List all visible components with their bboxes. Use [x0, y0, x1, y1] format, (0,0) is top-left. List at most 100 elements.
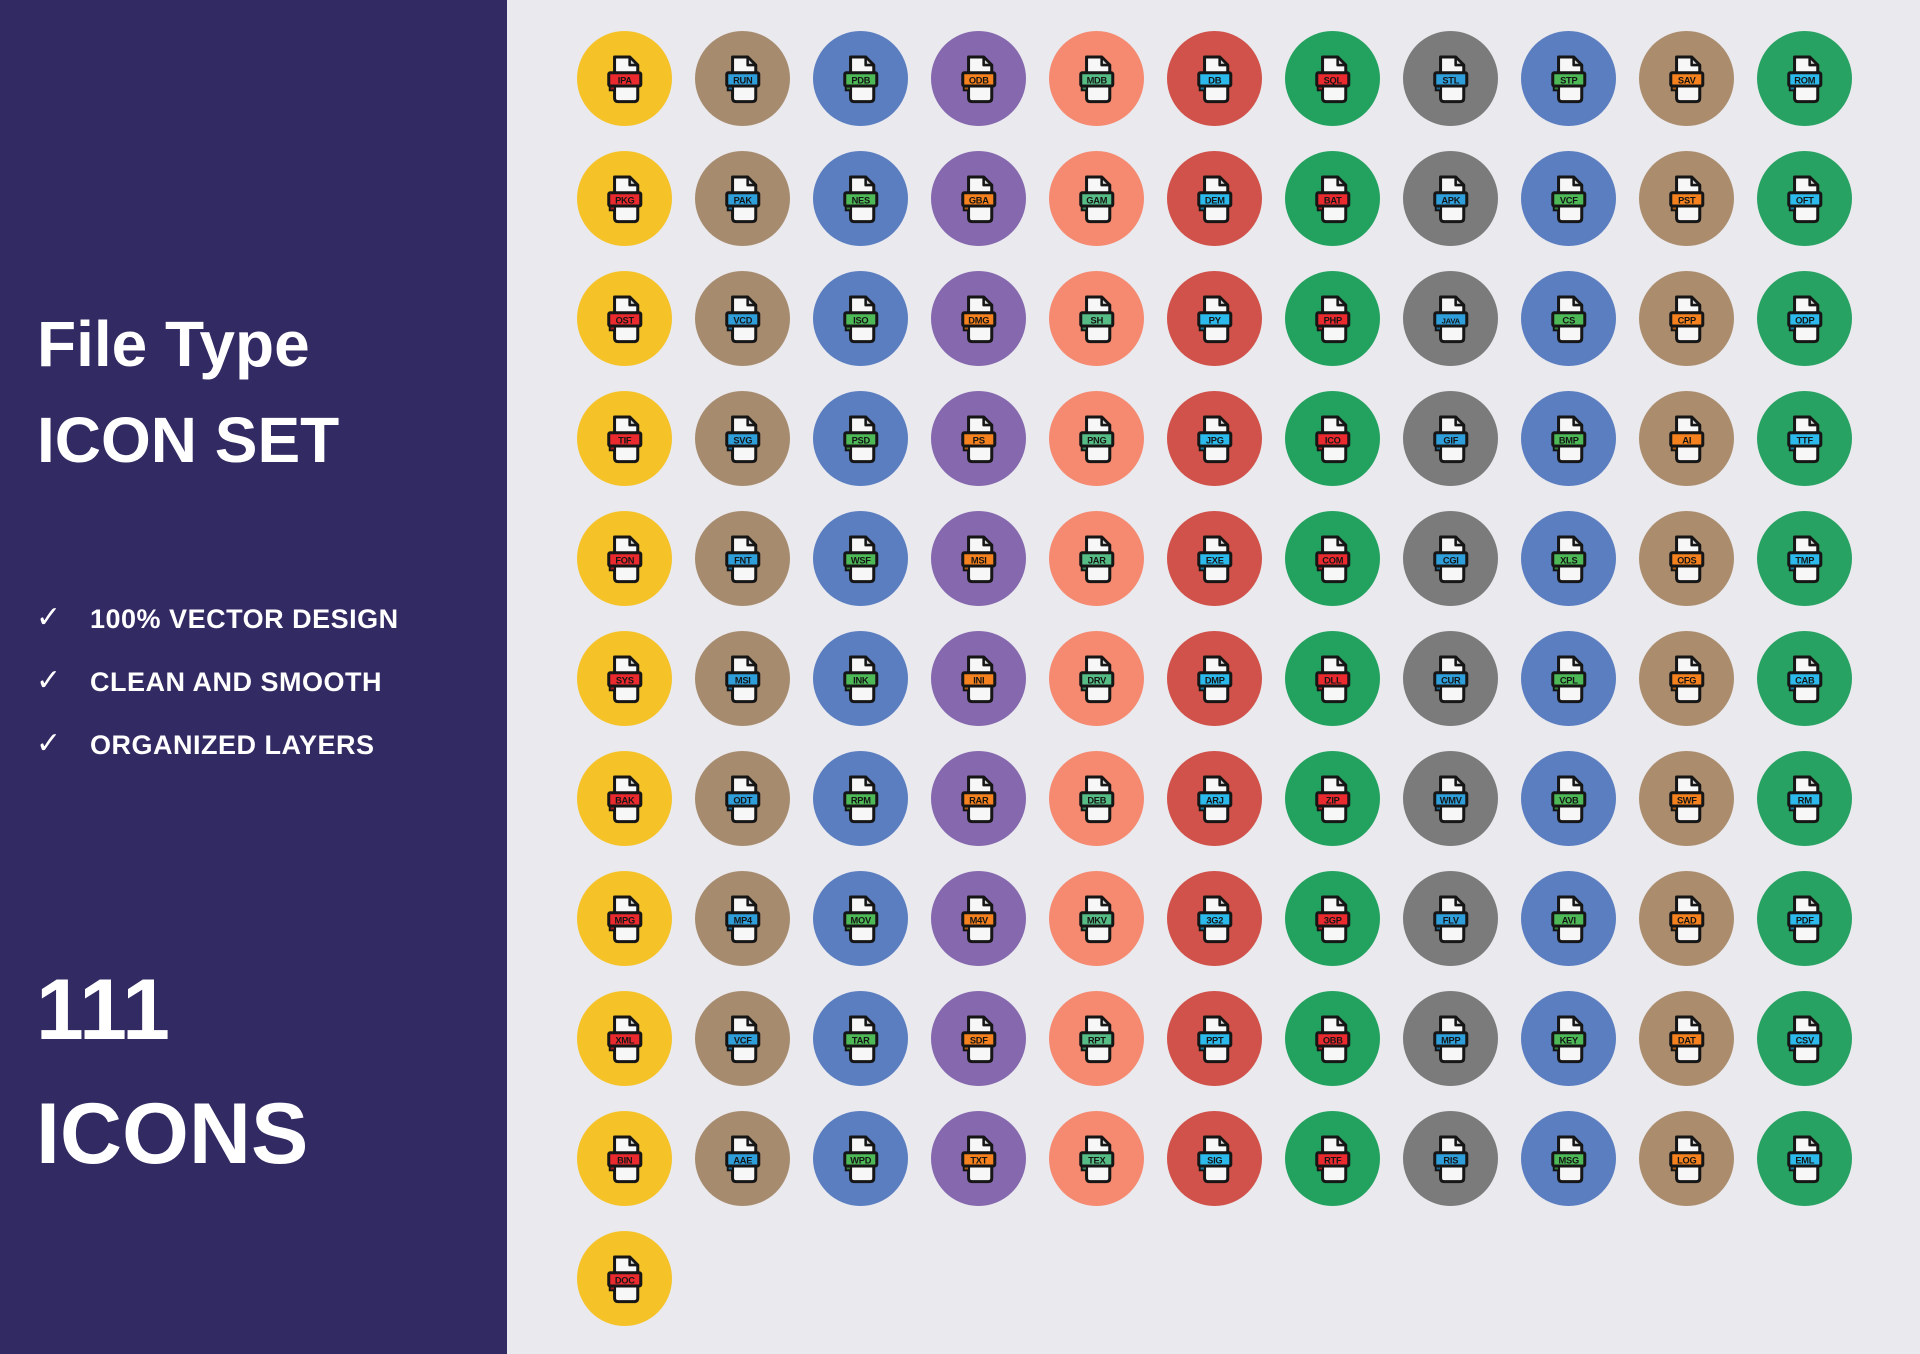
ink-file-icon: INK	[842, 654, 878, 703]
svg-text:DMP: DMP	[1204, 675, 1224, 685]
icon-count: 111 ICONS	[36, 948, 308, 1196]
cur-file-icon: CUR	[1432, 654, 1468, 703]
dmg-file-icon: DMG	[960, 294, 996, 343]
feature-item-vector: ✓ 100% VECTOR DESIGN	[36, 588, 399, 651]
svg-text:DLL: DLL	[1324, 675, 1342, 685]
file-type-icon-mp4: MP4	[695, 871, 790, 966]
file-type-icon-py: PY	[1167, 271, 1262, 366]
png-file-icon: PNG	[1078, 414, 1114, 463]
svg-text:MPG: MPG	[614, 915, 634, 925]
file-type-icon-obb: OBB	[1285, 991, 1380, 1086]
svg-text:BAT: BAT	[1323, 195, 1341, 205]
svg-text:BIN: BIN	[617, 1155, 633, 1165]
file-type-icon-swf: SWF	[1639, 751, 1734, 846]
svg-text:CGI: CGI	[1442, 555, 1458, 565]
file-type-icon-cad: CAD	[1639, 871, 1734, 966]
file-type-icon-rpt: RPT	[1049, 991, 1144, 1086]
file-type-icon-mov: MOV	[813, 871, 908, 966]
file-type-icon-rtf: RTF	[1285, 1111, 1380, 1206]
run-file-icon: RUN	[724, 54, 760, 103]
sh-file-icon: SH	[1078, 294, 1114, 343]
file-type-icon-nes: NES	[813, 151, 908, 246]
svg-text:TAR: TAR	[851, 1035, 869, 1045]
mdb-file-icon: MDB	[1078, 54, 1114, 103]
svg-text:AVI: AVI	[1561, 915, 1575, 925]
svg-text:SWF: SWF	[1676, 795, 1696, 805]
pak-file-icon: PAK	[724, 174, 760, 223]
file-type-icon-pst: PST	[1639, 151, 1734, 246]
file-type-icon-gba: GBA	[931, 151, 1026, 246]
svg-text:OBB: OBB	[1322, 1035, 1342, 1045]
php-file-icon: PHP	[1314, 294, 1350, 343]
vcf-file-icon: VCF	[724, 1014, 760, 1063]
dll-file-icon: DLL	[1314, 654, 1350, 703]
file-type-icon-ost: OST	[577, 271, 672, 366]
svg-text:MSI: MSI	[970, 555, 986, 565]
oft-file-icon: OFT	[1786, 174, 1822, 223]
msi-file-icon: MSI	[724, 654, 760, 703]
file-type-icon-stl: STL	[1403, 31, 1498, 126]
file-type-icon-tar: TAR	[813, 991, 908, 1086]
svg-text:GBA: GBA	[968, 195, 988, 205]
svg-text:MSG: MSG	[1558, 1155, 1578, 1165]
title-line-1: File Type	[37, 308, 310, 380]
svg-text:APK: APK	[1441, 195, 1460, 205]
file-type-icon-ipa: IPA	[577, 31, 672, 126]
com-file-icon: COM	[1314, 534, 1350, 583]
odb-file-icon: ODB	[960, 54, 996, 103]
apk-file-icon: APK	[1432, 174, 1468, 223]
dmp-file-icon: DMP	[1196, 654, 1232, 703]
icon-grid: IPA RUN PDB ODB MDB DB	[577, 31, 1852, 1326]
svg-text:AAE: AAE	[733, 1155, 752, 1165]
file-type-icon-dll: DLL	[1285, 631, 1380, 726]
sav-file-icon: SAV	[1668, 54, 1704, 103]
tex-file-icon: TEX	[1078, 1134, 1114, 1183]
file-type-icon-com: COM	[1285, 511, 1380, 606]
file-type-icon-deb: DEB	[1049, 751, 1144, 846]
svg-text:VCF: VCF	[1559, 195, 1577, 205]
jpg-file-icon: JPG	[1196, 414, 1232, 463]
svg-text:PS: PS	[972, 435, 984, 446]
svg-text:CFG: CFG	[1677, 675, 1696, 685]
svg-text:PDF: PDF	[1795, 915, 1813, 925]
file-type-icon-aae: AAE	[695, 1111, 790, 1206]
feature-list: ✓ 100% VECTOR DESIGN ✓ CLEAN AND SMOOTH …	[36, 588, 399, 777]
file-type-icon-ink: INK	[813, 631, 908, 726]
psd-file-icon: PSD	[842, 414, 878, 463]
file-type-icon-cpp: CPP	[1639, 271, 1734, 366]
py-file-icon: PY	[1196, 294, 1232, 343]
doc-file-icon: DOC	[606, 1254, 642, 1303]
file-type-icon-sh: SH	[1049, 271, 1144, 366]
svg-text:DMG: DMG	[968, 315, 989, 325]
svg-text:PNG: PNG	[1087, 435, 1106, 445]
svg-text:MP4: MP4	[733, 915, 752, 925]
svg-text:EML: EML	[1795, 1155, 1814, 1165]
svg-text:ICO: ICO	[1324, 435, 1340, 445]
file-type-icon-java: JAVA	[1403, 271, 1498, 366]
file-type-icon-svg: SVG	[695, 391, 790, 486]
file-type-icon-odt: ODT	[695, 751, 790, 846]
rtf-file-icon: RTF	[1314, 1134, 1350, 1183]
svg-text:RUN: RUN	[733, 75, 753, 85]
file-type-icon-xls: XLS	[1521, 511, 1616, 606]
file-type-icon-cgi: CGI	[1403, 511, 1498, 606]
file-type-icon-tmp: TMP	[1757, 511, 1852, 606]
svg-text:RIS: RIS	[1443, 1155, 1458, 1165]
ini-file-icon: INI	[960, 654, 996, 703]
feature-item-layers: ✓ ORGANIZED LAYERS	[36, 714, 399, 777]
file-type-icon-sdf: SDF	[931, 991, 1026, 1086]
svg-text:CUR: CUR	[1441, 675, 1461, 685]
file-type-icon-mdb: MDB	[1049, 31, 1144, 126]
icon-count-label: ICONS	[36, 1086, 309, 1182]
sys-file-icon: SYS	[606, 654, 642, 703]
file-type-icon-vob: VOB	[1521, 751, 1616, 846]
svg-text:STP: STP	[1560, 75, 1577, 85]
svg-text:MSI: MSI	[734, 675, 750, 685]
file-type-icon-sig: SIG	[1167, 1111, 1262, 1206]
svg-text:SYS: SYS	[615, 675, 633, 685]
file-type-icon-run: RUN	[695, 31, 790, 126]
svg-text:LOG: LOG	[1677, 1155, 1696, 1165]
swf-file-icon: SWF	[1668, 774, 1704, 823]
obb-file-icon: OBB	[1314, 1014, 1350, 1063]
